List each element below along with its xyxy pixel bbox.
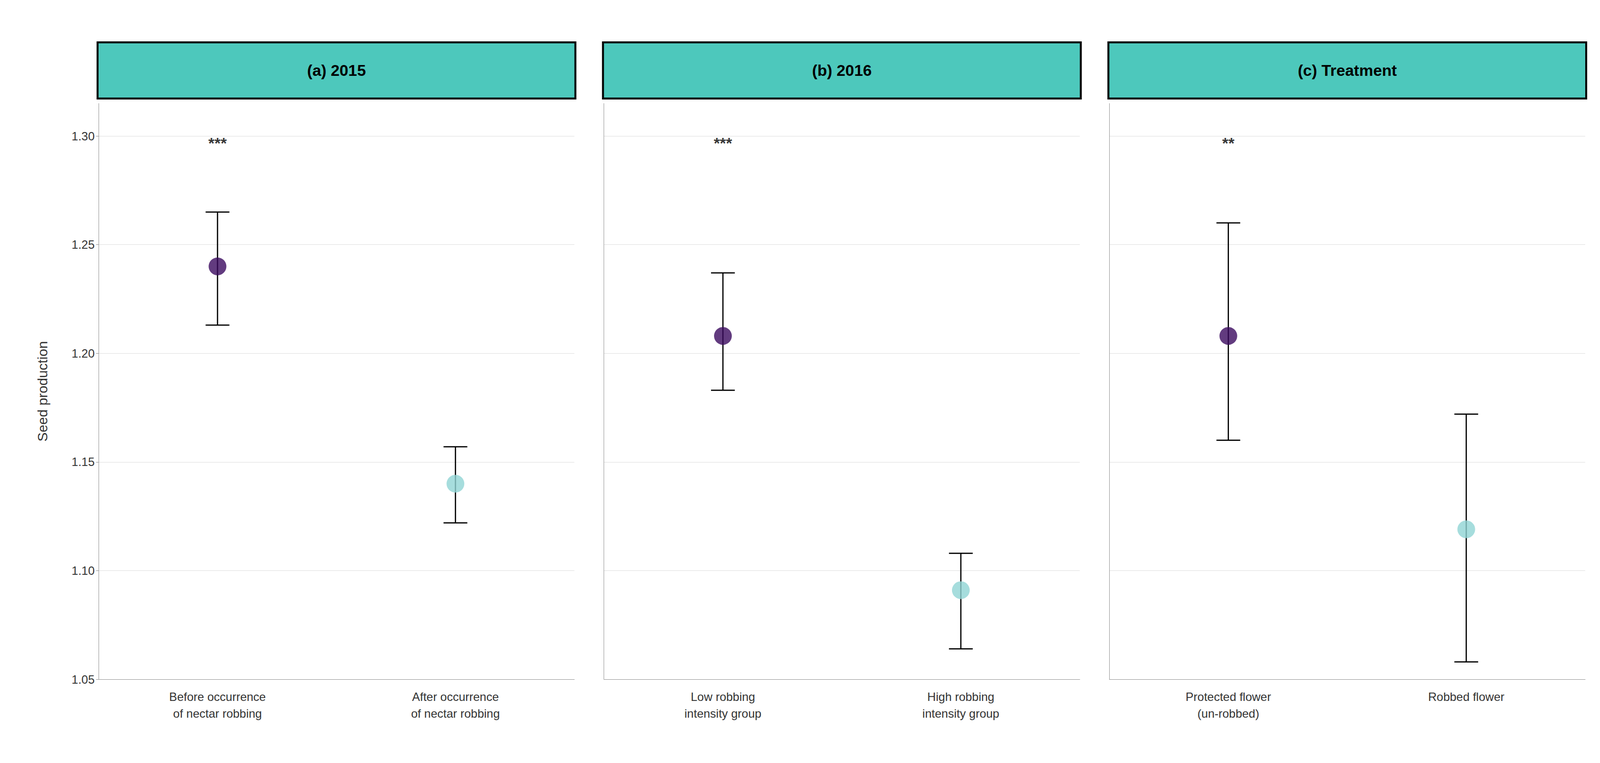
svg-text:***: *** [713, 134, 733, 153]
svg-text:intensity group: intensity group [922, 707, 1000, 721]
svg-text:***: *** [208, 134, 228, 153]
svg-text:(c) Treatment: (c) Treatment [1297, 61, 1397, 80]
svg-text:Before occurrence: Before occurrence [169, 690, 266, 704]
svg-text:Robbed flower: Robbed flower [1428, 690, 1505, 704]
svg-text:of nectar robbing: of nectar robbing [172, 707, 262, 721]
svg-text:1.10: 1.10 [71, 564, 95, 578]
svg-text:1.30: 1.30 [71, 129, 95, 143]
svg-text:1.05: 1.05 [71, 673, 95, 687]
svg-text:(un-robbed): (un-robbed) [1197, 707, 1260, 721]
svg-text:1.25: 1.25 [71, 238, 95, 252]
svg-text:After occurrence: After occurrence [411, 690, 499, 704]
svg-text:of nectar robbing: of nectar robbing [410, 707, 500, 721]
svg-text:1.15: 1.15 [71, 455, 95, 469]
svg-text:Seed production: Seed production [34, 341, 51, 443]
svg-text:High robbing: High robbing [927, 690, 995, 704]
svg-text:intensity group: intensity group [684, 707, 762, 721]
svg-text:(a) 2015: (a) 2015 [306, 61, 366, 80]
svg-text:**: ** [1222, 134, 1235, 153]
svg-text:Low robbing: Low robbing [690, 690, 756, 704]
svg-text:Protected flower: Protected flower [1185, 690, 1271, 704]
svg-text:(b) 2016: (b) 2016 [812, 61, 872, 80]
svg-text:1.20: 1.20 [71, 346, 95, 361]
